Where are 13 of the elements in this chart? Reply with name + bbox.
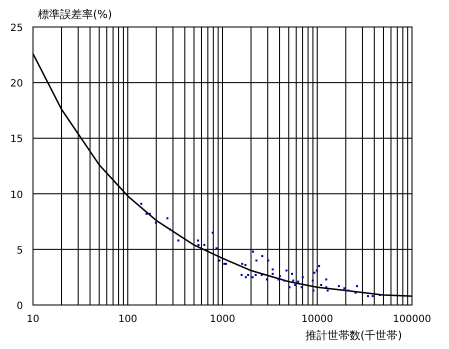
y-tick-label: 10 (10, 190, 23, 201)
y-tick-label: 20 (10, 78, 23, 90)
y-tick-label: 0 (16, 301, 23, 312)
y-axis-title: 標準誤差率(%) (38, 8, 112, 21)
y-tick-label: 25 (10, 23, 23, 34)
y-tick-label: 15 (10, 134, 23, 146)
x-axis-title: 推計世帯数(千世帯) (305, 329, 402, 342)
x-tick-label: 10 (26, 314, 40, 325)
x-tick-label: 100000 (392, 314, 432, 325)
x-tick-label: 100 (118, 314, 138, 325)
x-tick-label: 1000 (210, 314, 236, 325)
y-tick-label: 5 (16, 245, 23, 256)
x-tick-label: 10000 (301, 314, 334, 325)
